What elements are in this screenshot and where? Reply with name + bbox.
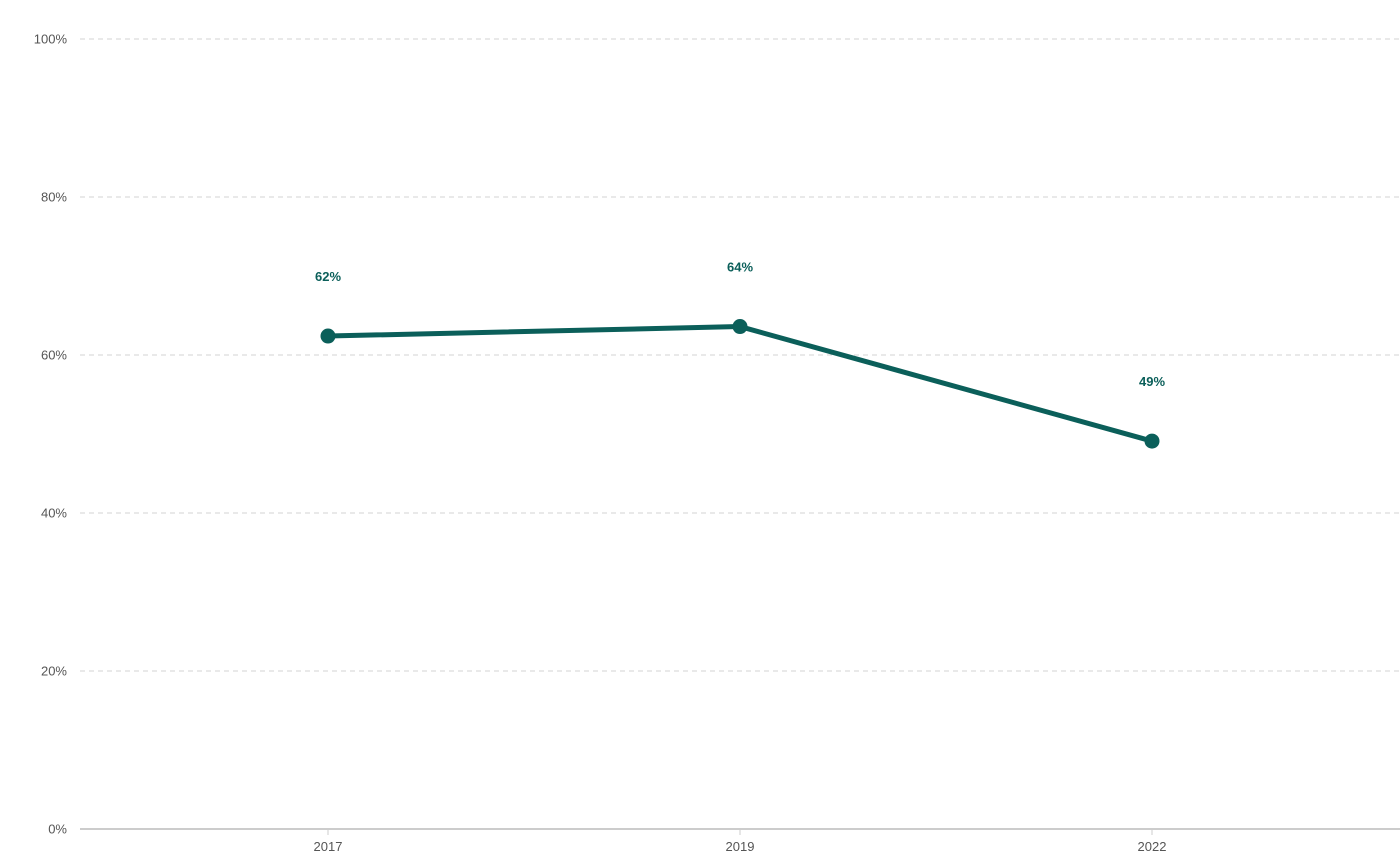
y-tick-label: 80% xyxy=(41,190,67,205)
data-point-2022 xyxy=(1144,433,1160,449)
x-tick-label: 2022 xyxy=(1138,839,1167,854)
series-layer xyxy=(325,324,1155,444)
x-axis-labels: 2017 2019 2022 xyxy=(314,839,1167,854)
y-tick-label: 100% xyxy=(34,32,68,47)
data-label-2017: 62% xyxy=(315,269,341,284)
data-point-2017 xyxy=(320,328,336,344)
x-tick-label: 2017 xyxy=(314,839,343,854)
y-axis-labels: 0% 20% 40% 60% 80% 100% xyxy=(34,32,68,837)
y-tick-label: 60% xyxy=(41,348,67,363)
data-points xyxy=(320,319,1160,449)
data-label-2019: 64% xyxy=(727,260,753,275)
data-labels: 62% 64% 49% xyxy=(315,260,1165,390)
y-tick-label: 20% xyxy=(41,664,67,679)
data-label-2022: 49% xyxy=(1139,374,1165,389)
x-axis xyxy=(80,828,1400,835)
series-line xyxy=(325,324,1155,444)
y-tick-label: 40% xyxy=(41,506,67,521)
data-point-2019 xyxy=(732,319,748,335)
grid-layer xyxy=(80,38,1400,672)
y-tick-label: 0% xyxy=(48,822,67,837)
x-tick-label: 2019 xyxy=(726,839,755,854)
